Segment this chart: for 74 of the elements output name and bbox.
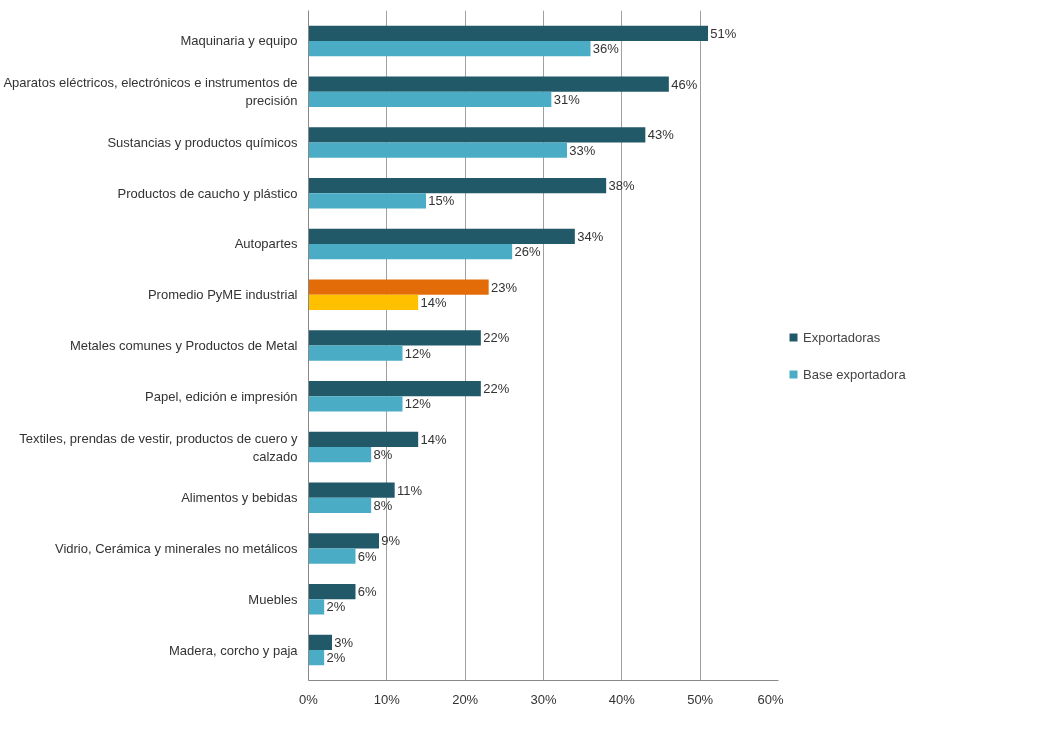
bar	[308, 548, 356, 564]
data-label: 31%	[553, 91, 581, 107]
data-label: 15%	[428, 193, 455, 209]
bar	[308, 345, 403, 361]
legend-label: Exportadoras	[803, 329, 881, 345]
bar	[308, 127, 646, 143]
bar	[308, 142, 567, 158]
data-label: 38%	[608, 178, 635, 194]
x-tick-label: 50%	[687, 691, 714, 707]
data-label: 8%	[373, 497, 393, 513]
bar	[308, 634, 332, 651]
y-tick-label: Aparatos eléctricos, electrónicos e instrumentos de precisión	[3, 75, 298, 109]
x-tick-label: 30%	[530, 691, 557, 707]
bar	[308, 178, 607, 194]
y-tick-label: Promedio PyME industrial	[147, 287, 298, 303]
data-label: 43%	[647, 127, 675, 143]
data-label: 14%	[420, 294, 447, 310]
data-label: 12%	[404, 396, 432, 412]
data-label: 51%	[710, 25, 737, 41]
data-label: 22%	[483, 330, 510, 346]
x-tick-label: 60%	[757, 691, 784, 707]
bar	[308, 193, 426, 209]
data-label: 2%	[326, 650, 346, 666]
x-tick-label: 0%	[299, 691, 319, 707]
bar	[308, 76, 669, 92]
bar	[308, 381, 481, 397]
bar	[308, 533, 379, 549]
data-label: 2%	[326, 599, 346, 615]
y-tick-label: Vidrio, Cerámica y minerales no metálicos	[54, 541, 298, 557]
x-tick-label: 40%	[608, 691, 636, 707]
data-label: 8%	[373, 447, 393, 463]
bar	[308, 584, 356, 600]
y-tick-label: Madera, corcho y paja	[168, 642, 299, 658]
data-label: 14%	[420, 431, 447, 447]
data-label: 6%	[357, 584, 378, 600]
data-label: 3%	[334, 634, 354, 650]
data-label: 6%	[357, 548, 378, 564]
data-label: 46%	[671, 76, 698, 92]
y-tick-label: Metales comunes y Productos de Metal	[69, 338, 298, 353]
x-tick-label: 10%	[373, 691, 401, 707]
data-label: 22%	[483, 381, 510, 397]
data-label: 33%	[569, 142, 596, 158]
legend-label: Base exportadora	[803, 366, 906, 382]
bar	[308, 396, 403, 412]
bar	[308, 25, 708, 41]
y-tick-label: Muebles	[248, 591, 298, 607]
bar	[308, 243, 513, 260]
data-label: 36%	[592, 41, 620, 57]
bar	[308, 91, 552, 107]
bar	[308, 279, 489, 295]
y-tick-label: Alimentos y bebidas	[181, 490, 298, 506]
bar	[308, 650, 325, 666]
bar	[308, 431, 419, 448]
data-label: 12%	[404, 345, 432, 361]
data-label: 34%	[577, 228, 604, 244]
bar	[308, 497, 372, 513]
data-label: 11%	[397, 482, 423, 498]
data-label: 9%	[381, 533, 401, 549]
y-tick-label: Sustancias y productos químicos	[107, 134, 298, 150]
bar	[308, 482, 395, 498]
y-tick-label: Productos de caucho y plástico	[117, 185, 298, 201]
data-label: 23%	[491, 279, 518, 295]
data-label: 26%	[514, 244, 541, 260]
bar	[308, 294, 419, 310]
y-tick-label: Autopartes	[234, 236, 298, 252]
bar	[308, 447, 372, 463]
bar	[308, 330, 481, 346]
bar	[308, 599, 325, 615]
y-tick-label: Papel, edición e impresión	[145, 388, 298, 404]
x-tick-label: 20%	[452, 691, 479, 707]
bar	[308, 228, 575, 244]
bar	[308, 40, 591, 57]
y-tick-label: Textiles, prendas de vestir, productos de cuero y calzado	[19, 430, 298, 464]
y-tick-label: Maquinaria y equipo	[180, 33, 298, 49]
